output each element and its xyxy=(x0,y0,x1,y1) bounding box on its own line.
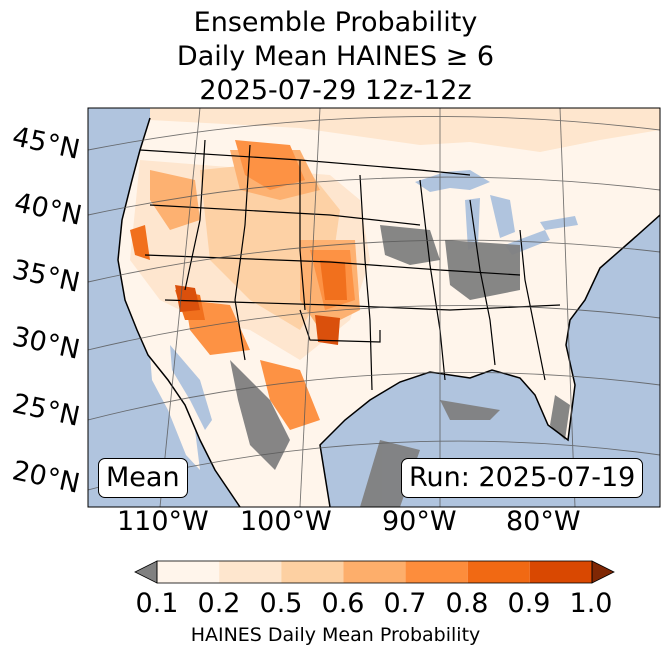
lon-label-100: 100°W xyxy=(240,506,332,537)
cbar-tick-0.5: 0.5 xyxy=(259,588,303,619)
cbar-tick-0.6: 0.6 xyxy=(321,588,365,619)
colorbar-bin-0.1-0.2 xyxy=(157,561,220,583)
great-lakes xyxy=(415,170,578,255)
chart-title-line-2: Daily Mean HAINES ≥ 6 xyxy=(176,41,495,72)
statistic-label: Mean xyxy=(98,458,188,498)
cbar-tick-0.9: 0.9 xyxy=(507,588,551,619)
prob-region-0.6-0.7 xyxy=(150,150,360,330)
colorbar-frame xyxy=(156,560,593,584)
colorbar-over-arrow xyxy=(591,560,615,584)
graticule xyxy=(88,108,660,507)
state-borders xyxy=(139,139,561,391)
lon-label-90: 90°W xyxy=(382,506,457,537)
chart-title-line-1: Ensemble Probability xyxy=(193,7,478,38)
colorbar-bin-0.7-0.8 xyxy=(405,561,468,583)
colorbar-bin-0.9-1 xyxy=(529,561,592,583)
cbar-tick-0.7: 0.7 xyxy=(383,588,427,619)
colorbar-bin-0.8-0.9 xyxy=(467,561,530,583)
lon-label-110: 110°W xyxy=(117,506,209,537)
colorbar-bin-0.5-0.6 xyxy=(281,561,344,583)
run-label: Run: 2025-07-19 xyxy=(401,458,644,498)
coastline xyxy=(117,117,660,507)
colorbar-under-arrow xyxy=(134,560,158,584)
prob-region-0.9-1.0 xyxy=(175,285,340,345)
baja-peninsula xyxy=(150,355,200,470)
gulf-of-california xyxy=(170,345,212,430)
lon-label-80: 80°W xyxy=(506,506,581,537)
colorbar-label: HAINES Daily Mean Probability xyxy=(190,624,481,646)
map-frame xyxy=(87,107,661,508)
cbar-tick-1.0: 1.0 xyxy=(569,588,613,619)
chart-title-line-3: 2025-07-29 12z-12z xyxy=(199,75,472,106)
colorbar-bin-0.2-0.5 xyxy=(219,561,282,583)
cbar-tick-0.8: 0.8 xyxy=(445,588,489,619)
cbar-tick-0.2: 0.2 xyxy=(197,588,241,619)
cbar-tick-0.1: 0.1 xyxy=(135,588,179,619)
colorbar-bin-0.6-0.7 xyxy=(343,561,406,583)
prob-region-0.7-0.8 xyxy=(185,140,355,430)
